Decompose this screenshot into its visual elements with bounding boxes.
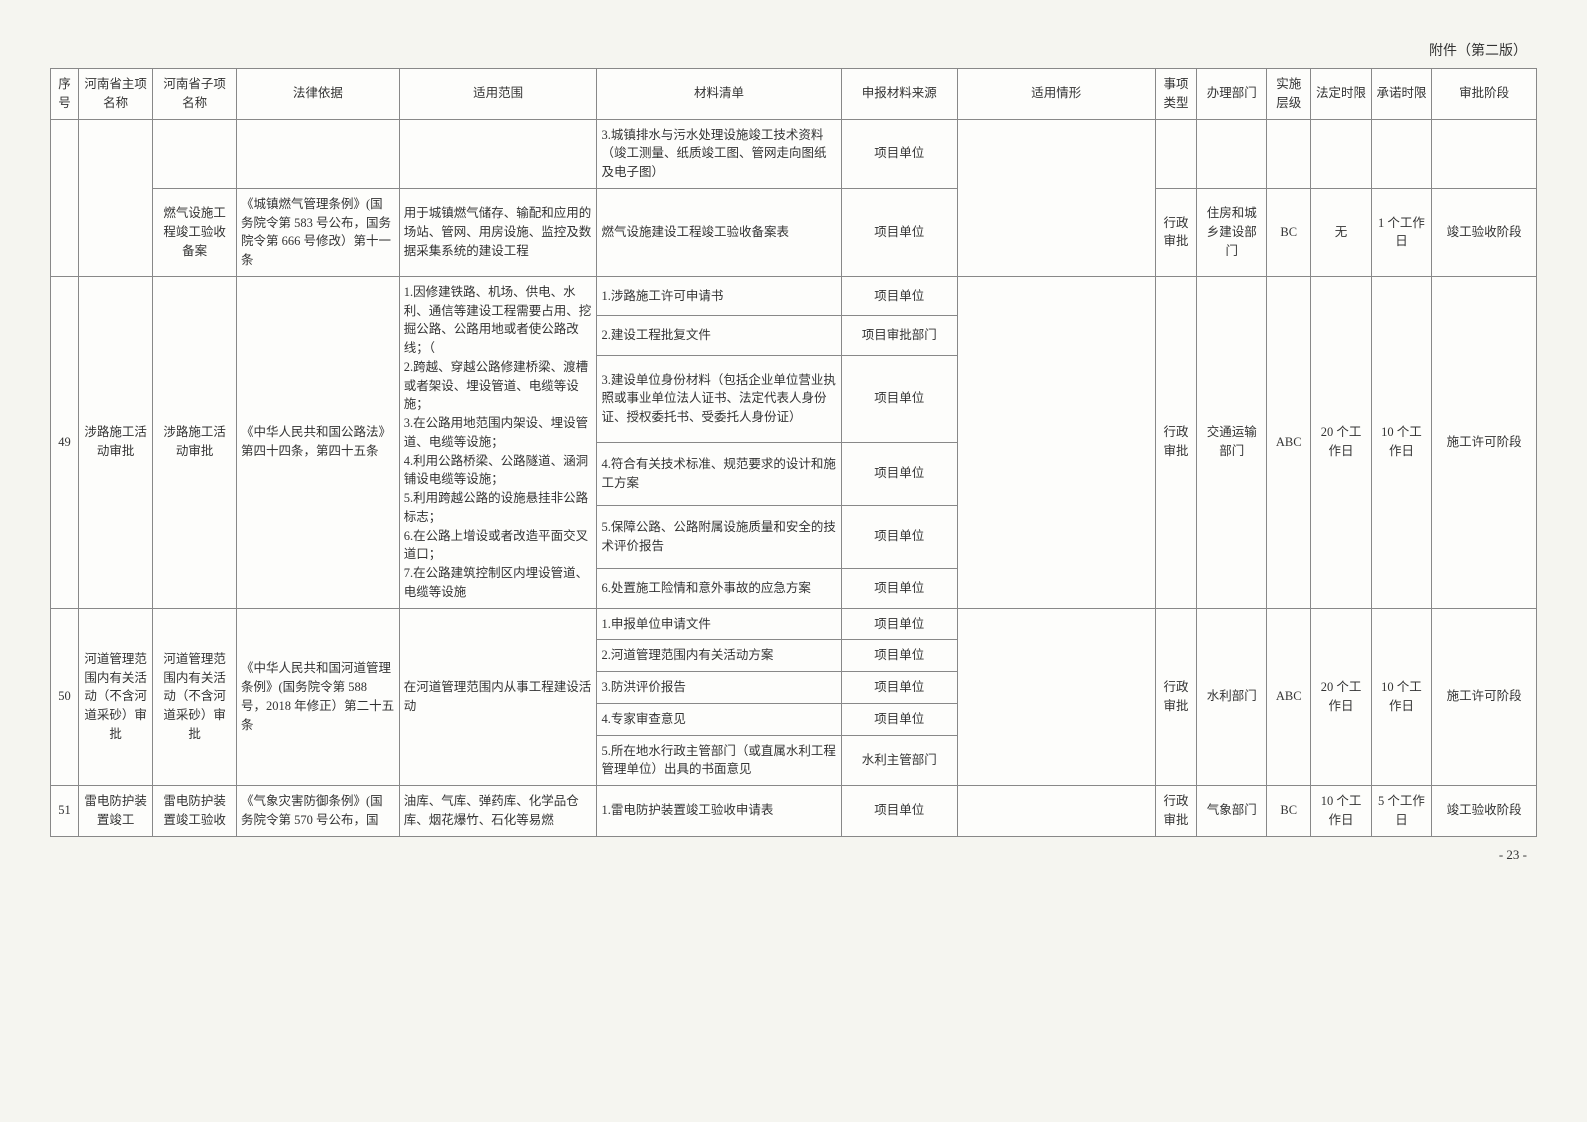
material-cell: 1.申报单位申请文件	[597, 608, 841, 640]
dept-cell: 水利部门	[1197, 608, 1267, 786]
material-cell: 2.河道管理范围内有关活动方案	[597, 640, 841, 672]
main-item-cell: 雷电防护装置竣工	[78, 786, 152, 837]
type-cell: 行政审批	[1155, 188, 1197, 276]
material-cell: 4.专家审查意见	[597, 703, 841, 735]
th-source: 申报材料来源	[841, 69, 957, 120]
sub-item-cell: 燃气设施工程竣工验收备案	[153, 188, 237, 276]
sub-item-cell: 涉路施工活动审批	[153, 276, 237, 608]
type-cell: 行政审批	[1155, 786, 1197, 837]
promise-limit-cell: 10 个工作日	[1371, 608, 1431, 786]
law-cell: 《气象灾害防御条例》(国务院令第 570 号公布，国	[237, 786, 400, 837]
legal-limit-cell: 20 个工作日	[1311, 608, 1371, 786]
seq-cell: 50	[51, 608, 79, 786]
th-seq: 序号	[51, 69, 79, 120]
material-cell: 3.防洪评价报告	[597, 672, 841, 704]
table-row: 3.城镇排水与污水处理设施竣工技术资料（竣工测量、纸质竣工图、管网走向图纸及电子…	[51, 119, 1537, 188]
sub-item-cell: 河道管理范围内有关活动（不含河道采砂）审批	[153, 608, 237, 786]
page-number: - 23 -	[50, 847, 1537, 863]
source-cell: 项目单位	[841, 119, 957, 188]
source-cell: 项目单位	[841, 640, 957, 672]
source-cell: 项目单位	[841, 568, 957, 608]
seq-cell: 49	[51, 276, 79, 608]
source-cell: 水利主管部门	[841, 735, 957, 786]
th-scope: 适用范围	[399, 69, 597, 120]
source-cell: 项目单位	[841, 276, 957, 316]
law-cell: 《中华人民共和国河道管理条例》(国务院令第 588 号，2018 年修正）第二十…	[237, 608, 400, 786]
source-cell: 项目单位	[841, 703, 957, 735]
scope-cell: 用于城镇燃气储存、输配和应用的场站、管网、用房设施、监控及数据采集系统的建设工程	[399, 188, 597, 276]
th-stage: 审批阶段	[1432, 69, 1537, 120]
scope-cell: 油库、气库、弹药库、化学品仓库、烟花爆竹、石化等易燃	[399, 786, 597, 837]
th-material: 材料清单	[597, 69, 841, 120]
promise-limit-cell: 5 个工作日	[1371, 786, 1431, 837]
stage-cell: 竣工验收阶段	[1432, 786, 1537, 837]
table-row: 49 涉路施工活动审批 涉路施工活动审批 《中华人民共和国公路法》第四十四条，第…	[51, 276, 1537, 316]
material-cell: 4.符合有关技术标准、规范要求的设计和施工方案	[597, 442, 841, 505]
table-row: 51 雷电防护装置竣工 雷电防护装置竣工验收 《气象灾害防御条例》(国务院令第 …	[51, 786, 1537, 837]
attachment-note: 附件（第二版）	[50, 40, 1537, 60]
material-cell: 1.涉路施工许可申请书	[597, 276, 841, 316]
source-cell: 项目单位	[841, 672, 957, 704]
source-cell: 项目单位	[841, 188, 957, 276]
law-cell: 《城镇燃气管理条例》(国务院令第 583 号公布，国务院令第 666 号修改）第…	[237, 188, 400, 276]
scope-cell: 在河道管理范围内从事工程建设活动	[399, 608, 597, 786]
material-cell: 1.雷电防护装置竣工验收申请表	[597, 786, 841, 837]
stage-cell: 竣工验收阶段	[1432, 188, 1537, 276]
th-main: 河南省主项名称	[78, 69, 152, 120]
material-cell: 3.建设单位身份材料（包括企业单位营业执照或事业单位法人证书、法定代表人身份证、…	[597, 356, 841, 443]
source-cell: 项目单位	[841, 505, 957, 568]
scope-cell: 1.因修建铁路、机场、供电、水利、通信等建设工程需要占用、挖掘公路、公路用地或者…	[399, 276, 597, 608]
approval-table: 序号 河南省主项名称 河南省子项名称 法律依据 适用范围 材料清单 申报材料来源…	[50, 68, 1537, 837]
source-cell: 项目单位	[841, 442, 957, 505]
th-level: 实施层级	[1267, 69, 1311, 120]
material-cell: 2.建设工程批复文件	[597, 316, 841, 356]
th-dept: 办理部门	[1197, 69, 1267, 120]
th-situation: 适用情形	[957, 69, 1155, 120]
sub-item-cell: 雷电防护装置竣工验收	[153, 786, 237, 837]
th-legal-limit: 法定时限	[1311, 69, 1371, 120]
level-cell: BC	[1267, 786, 1311, 837]
dept-cell: 交通运输部门	[1197, 276, 1267, 608]
seq-cell: 51	[51, 786, 79, 837]
level-cell: BC	[1267, 188, 1311, 276]
material-cell: 燃气设施建设工程竣工验收备案表	[597, 188, 841, 276]
source-cell: 项目单位	[841, 356, 957, 443]
th-law: 法律依据	[237, 69, 400, 120]
promise-limit-cell: 10 个工作日	[1371, 276, 1431, 608]
stage-cell: 施工许可阶段	[1432, 608, 1537, 786]
table-row: 50 河道管理范围内有关活动（不含河道采砂）审批 河道管理范围内有关活动（不含河…	[51, 608, 1537, 640]
table-row: 燃气设施工程竣工验收备案 《城镇燃气管理条例》(国务院令第 583 号公布，国务…	[51, 188, 1537, 276]
th-promise-limit: 承诺时限	[1371, 69, 1431, 120]
table-header-row: 序号 河南省主项名称 河南省子项名称 法律依据 适用范围 材料清单 申报材料来源…	[51, 69, 1537, 120]
material-cell: 3.城镇排水与污水处理设施竣工技术资料（竣工测量、纸质竣工图、管网走向图纸及电子…	[597, 119, 841, 188]
th-sub: 河南省子项名称	[153, 69, 237, 120]
th-type: 事项类型	[1155, 69, 1197, 120]
level-cell: ABC	[1267, 608, 1311, 786]
legal-limit-cell: 20 个工作日	[1311, 276, 1371, 608]
source-cell: 项目单位	[841, 786, 957, 837]
material-cell: 5.保障公路、公路附属设施质量和安全的技术评价报告	[597, 505, 841, 568]
promise-limit-cell: 1 个工作日	[1371, 188, 1431, 276]
dept-cell: 住房和城乡建设部门	[1197, 188, 1267, 276]
source-cell: 项目单位	[841, 608, 957, 640]
type-cell: 行政审批	[1155, 608, 1197, 786]
level-cell: ABC	[1267, 276, 1311, 608]
material-cell: 5.所在地水行政主管部门（或直属水利工程管理单位）出具的书面意见	[597, 735, 841, 786]
dept-cell: 气象部门	[1197, 786, 1267, 837]
main-item-cell: 涉路施工活动审批	[78, 276, 152, 608]
source-cell: 项目审批部门	[841, 316, 957, 356]
type-cell: 行政审批	[1155, 276, 1197, 608]
law-cell: 《中华人民共和国公路法》第四十四条，第四十五条	[237, 276, 400, 608]
main-item-cell: 河道管理范围内有关活动（不含河道采砂）审批	[78, 608, 152, 786]
material-cell: 6.处置施工险情和意外事故的应急方案	[597, 568, 841, 608]
legal-limit-cell: 10 个工作日	[1311, 786, 1371, 837]
legal-limit-cell: 无	[1311, 188, 1371, 276]
stage-cell: 施工许可阶段	[1432, 276, 1537, 608]
